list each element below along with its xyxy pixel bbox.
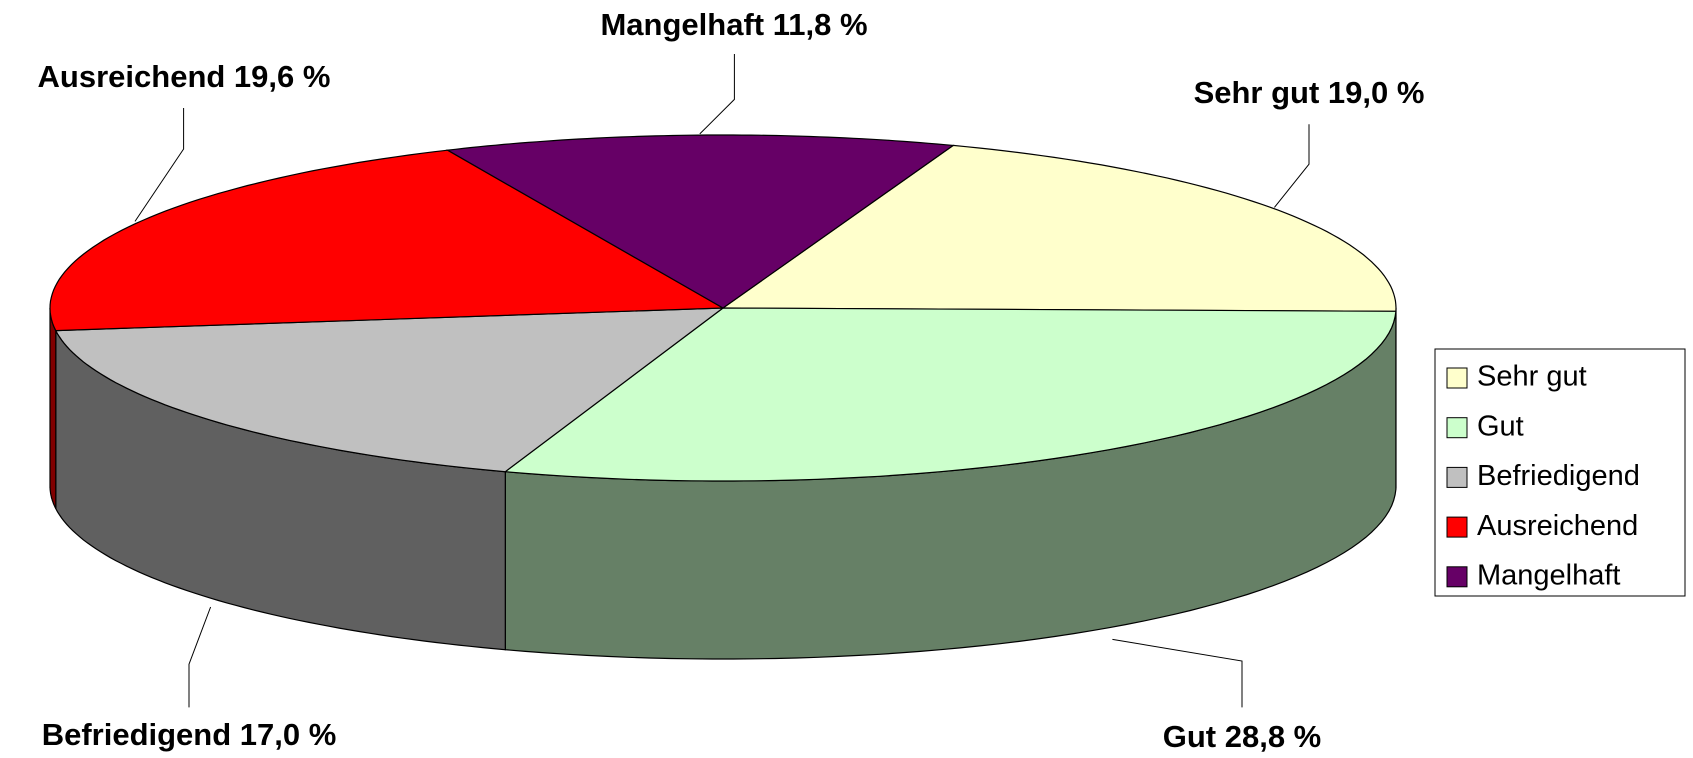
data-label: Gut 28,8 % <box>1163 719 1322 754</box>
legend-swatch <box>1446 367 1468 389</box>
legend-swatch <box>1446 466 1468 488</box>
pie-slice <box>503 307 1397 482</box>
leader-line <box>699 54 735 135</box>
pie-slice <box>54 307 725 473</box>
leader-line <box>188 606 212 708</box>
pie-slice <box>49 149 726 332</box>
legend-label: Befriedigend <box>1477 460 1640 492</box>
pie-side <box>49 308 57 509</box>
legend-box <box>1434 348 1686 597</box>
leader-line <box>134 108 185 222</box>
legend-label: Ausreichend <box>1477 510 1638 542</box>
legend-swatch <box>1446 516 1468 538</box>
legend-label: Gut <box>1477 410 1524 442</box>
leader-line <box>1112 638 1243 708</box>
legend-label: Sehr gut <box>1477 361 1587 393</box>
legend-swatch <box>1446 417 1468 439</box>
pie-slice <box>445 134 955 309</box>
data-label: Ausreichend 19,6 % <box>38 59 331 94</box>
data-label: Sehr gut 19,0 % <box>1194 75 1425 110</box>
pie-slice <box>721 144 1397 312</box>
leader-line <box>1274 124 1310 208</box>
data-label: Befriedigend 17,0 % <box>42 717 337 752</box>
legend-label: Mangelhaft <box>1477 559 1621 591</box>
data-label: Mangelhaft 11,8 % <box>600 7 867 42</box>
legend-swatch <box>1446 566 1468 588</box>
